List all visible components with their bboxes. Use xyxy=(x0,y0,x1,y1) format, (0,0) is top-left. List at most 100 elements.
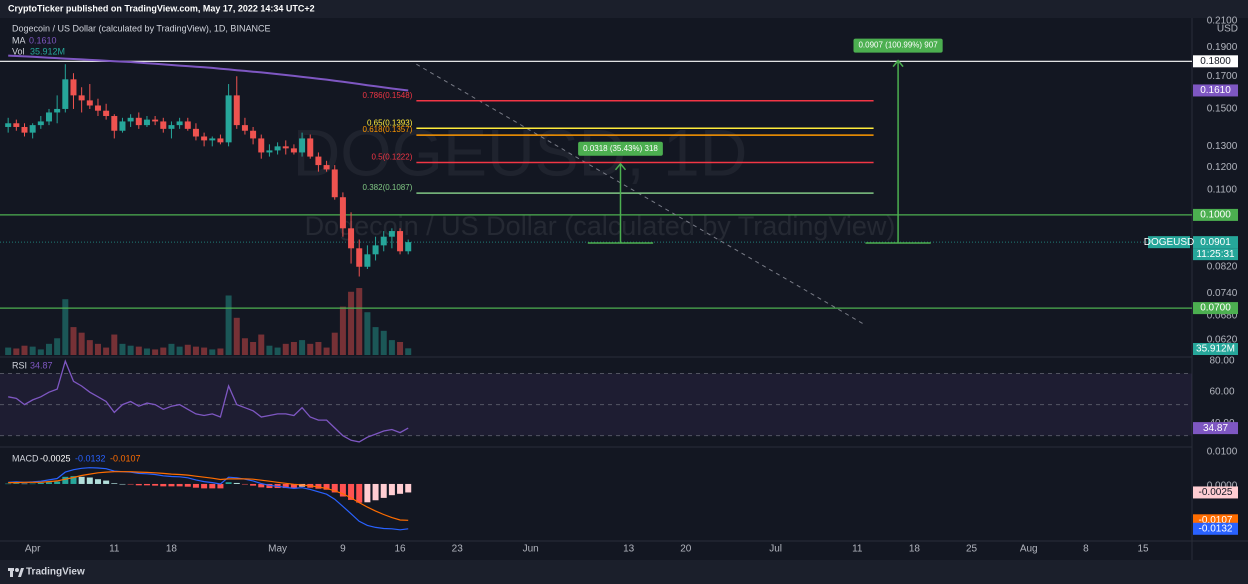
candle-body xyxy=(233,95,240,126)
volume-bar xyxy=(111,334,118,355)
measure-arrowhead xyxy=(614,162,627,171)
macd-histogram-bar xyxy=(86,477,93,484)
measure-box xyxy=(578,141,663,156)
fib-label: 0.5(0.1222) xyxy=(371,153,412,162)
candle-body xyxy=(86,100,93,106)
candle-body xyxy=(241,125,248,131)
volume-bar xyxy=(217,348,224,355)
macd-histogram-bar xyxy=(111,483,118,484)
candle-body xyxy=(5,123,12,127)
volume-bar xyxy=(127,345,134,355)
last-price-tag-bg xyxy=(1193,236,1238,249)
x-tick-label: Apr xyxy=(25,544,41,555)
x-tick-label: 9 xyxy=(340,544,346,555)
volume-bar xyxy=(29,346,36,355)
candle-body xyxy=(209,138,216,141)
rsi-tick-label: 60.00 xyxy=(1209,387,1234,398)
macd-histogram-bar xyxy=(217,483,224,489)
rsi-tag-bg xyxy=(1193,422,1238,435)
ma-tag: 0.1610 xyxy=(1200,85,1231,96)
volume-bar xyxy=(250,341,257,355)
publisher: CryptoTicker published on TradingView.co… xyxy=(8,3,315,13)
candle-body xyxy=(339,197,346,229)
macd-histogram-bar xyxy=(168,483,175,487)
header-bar xyxy=(0,0,1248,18)
candle-body xyxy=(176,121,183,126)
macd-histogram-bar xyxy=(176,483,183,487)
x-tick-label: 13 xyxy=(623,544,635,555)
macd-histogram-bar xyxy=(201,483,208,489)
x-tick-label: Jun xyxy=(523,544,539,555)
x-tick-label: 8 xyxy=(1083,544,1089,555)
candle-body xyxy=(405,242,412,252)
candle-body xyxy=(348,228,355,249)
macd-histogram-bar xyxy=(372,483,379,501)
volume-bar xyxy=(315,341,322,355)
volume-bar xyxy=(364,312,371,355)
x-tick-label: 25 xyxy=(966,544,978,555)
volume-bar xyxy=(119,343,126,355)
x-tick-label: May xyxy=(268,544,287,555)
macd-histogram-bar xyxy=(315,483,322,489)
volume-bar xyxy=(388,340,395,355)
measure-label: 0.0907 (100.99%) 907 xyxy=(858,41,938,50)
volume-bar xyxy=(397,341,404,355)
y-tick-label: 0.1200 xyxy=(1207,162,1238,173)
footer-bar xyxy=(0,560,1248,584)
candle-body xyxy=(94,105,101,111)
y-tick-label: 0.0740 xyxy=(1207,288,1238,299)
candle-body xyxy=(307,138,314,157)
measure-arrowhead xyxy=(892,59,904,68)
macd-tick-label: 0.0100 xyxy=(1207,447,1238,458)
candle-body xyxy=(356,248,363,267)
candle-body xyxy=(380,236,387,246)
macd-legend-name: MACD xyxy=(12,453,39,463)
macd-histogram-bar xyxy=(364,483,371,503)
macd-histogram-bar xyxy=(290,483,297,489)
measure-label: 0.0318 (35.43%) 318 xyxy=(583,144,658,153)
rsi-tag: 34.87 xyxy=(1203,423,1228,434)
volume-bar xyxy=(21,345,28,355)
y-tick-label: 0.0820 xyxy=(1207,261,1238,272)
macd-histogram-bar xyxy=(323,483,330,490)
macd-histogram-bar xyxy=(209,483,216,489)
candle-body xyxy=(331,169,338,198)
macd-legend-macd: -0.0132 xyxy=(75,453,106,463)
x-tick-label: Jul xyxy=(769,544,782,555)
volume-bar xyxy=(405,348,412,355)
symbol-tag-bg xyxy=(1148,236,1190,249)
symbol-title: Dogecoin / US Dollar (calculated by Trad… xyxy=(12,23,270,33)
volume-bar xyxy=(233,317,240,355)
volume-bar xyxy=(168,343,175,355)
hist-tag: -0.0025 xyxy=(1199,487,1233,498)
macd-histogram-bar xyxy=(258,483,265,488)
volume-bar xyxy=(86,340,93,355)
x-tick-label: 20 xyxy=(680,544,692,555)
macd-histogram-bar xyxy=(356,483,363,503)
macd-histogram-bar xyxy=(225,482,232,484)
candle-body xyxy=(152,119,159,122)
volume-bar xyxy=(339,306,346,355)
macd-tag-bg xyxy=(1193,522,1238,535)
signal-line xyxy=(8,471,409,521)
y-tick-label: 0.1900 xyxy=(1207,42,1238,53)
macd-histogram-bar xyxy=(282,483,289,489)
candle-body xyxy=(274,146,281,151)
macd-legend-signal: -0.0107 xyxy=(110,453,141,463)
x-tick-label: 11 xyxy=(109,544,120,555)
level-tag-bg xyxy=(1193,302,1238,315)
candle-body xyxy=(184,121,191,129)
macd-histogram-bar xyxy=(192,483,199,488)
volume-bar xyxy=(152,349,159,355)
macd-histogram-bar xyxy=(62,476,69,484)
y-tick-label: 0.1300 xyxy=(1207,141,1238,152)
signal-tag: -0.0107 xyxy=(1199,515,1233,526)
volume-bar xyxy=(54,338,61,355)
volume-tag: 35.912M xyxy=(1196,344,1235,355)
volume-bar xyxy=(143,348,150,355)
fib-label: 0.786(0.1548) xyxy=(363,91,413,100)
macd-histogram-bar xyxy=(78,476,85,484)
volume-bar xyxy=(13,348,20,355)
candle-body xyxy=(29,125,36,133)
